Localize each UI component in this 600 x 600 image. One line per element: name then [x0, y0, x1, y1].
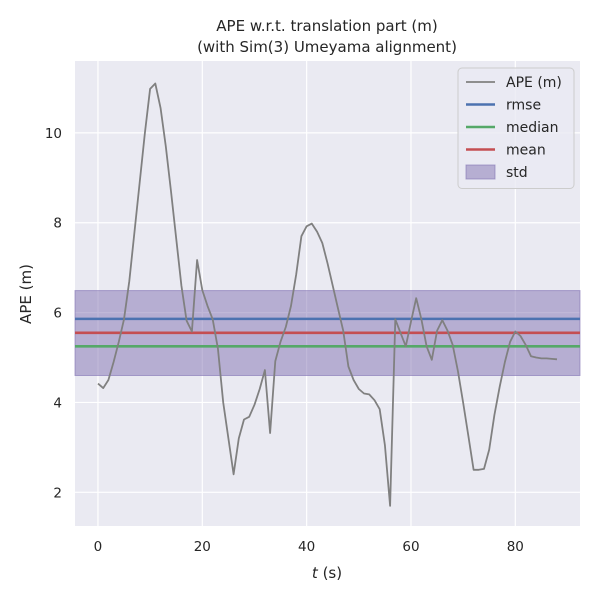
legend-label: rmse [506, 98, 541, 114]
x-tick-label: 0 [94, 539, 103, 555]
legend-label: mean [506, 143, 546, 159]
legend-label: median [506, 120, 558, 136]
legend-label: std [506, 165, 528, 181]
y-tick-label: 2 [53, 485, 62, 501]
y-tick-labels: 2 4 6 8 10 [45, 126, 62, 501]
y-axis-label: APE (m) [17, 264, 35, 324]
x-tick-labels: 0 20 40 60 80 [94, 539, 524, 555]
y-tick-label: 10 [45, 126, 62, 142]
legend-swatch-std [465, 164, 496, 180]
ape-series-line [97, 82, 558, 507]
ape-series-layer [97, 82, 558, 507]
chart-subtitle: (with Sim(3) Umeyama alignment) [197, 38, 457, 56]
x-tick-label: 60 [402, 539, 419, 555]
legend: APE (m) rmse median mean std [457, 67, 575, 189]
y-tick-label: 6 [53, 306, 62, 322]
y-tick-label: 8 [53, 216, 62, 232]
legend-box [457, 67, 575, 189]
x-axis-unit: (s) [318, 564, 342, 582]
legend-label: APE (m) [506, 75, 562, 91]
stat-lines-layer [75, 317, 580, 348]
x-tick-label: 40 [298, 539, 315, 555]
x-tick-label: 20 [194, 539, 211, 555]
chart-title: APE w.r.t. translation part (m) [216, 17, 437, 35]
x-tick-label: 80 [507, 539, 524, 555]
y-tick-label: 4 [53, 395, 62, 411]
x-axis-variable: t [312, 564, 319, 582]
x-axis-label: t (s) [312, 564, 342, 582]
